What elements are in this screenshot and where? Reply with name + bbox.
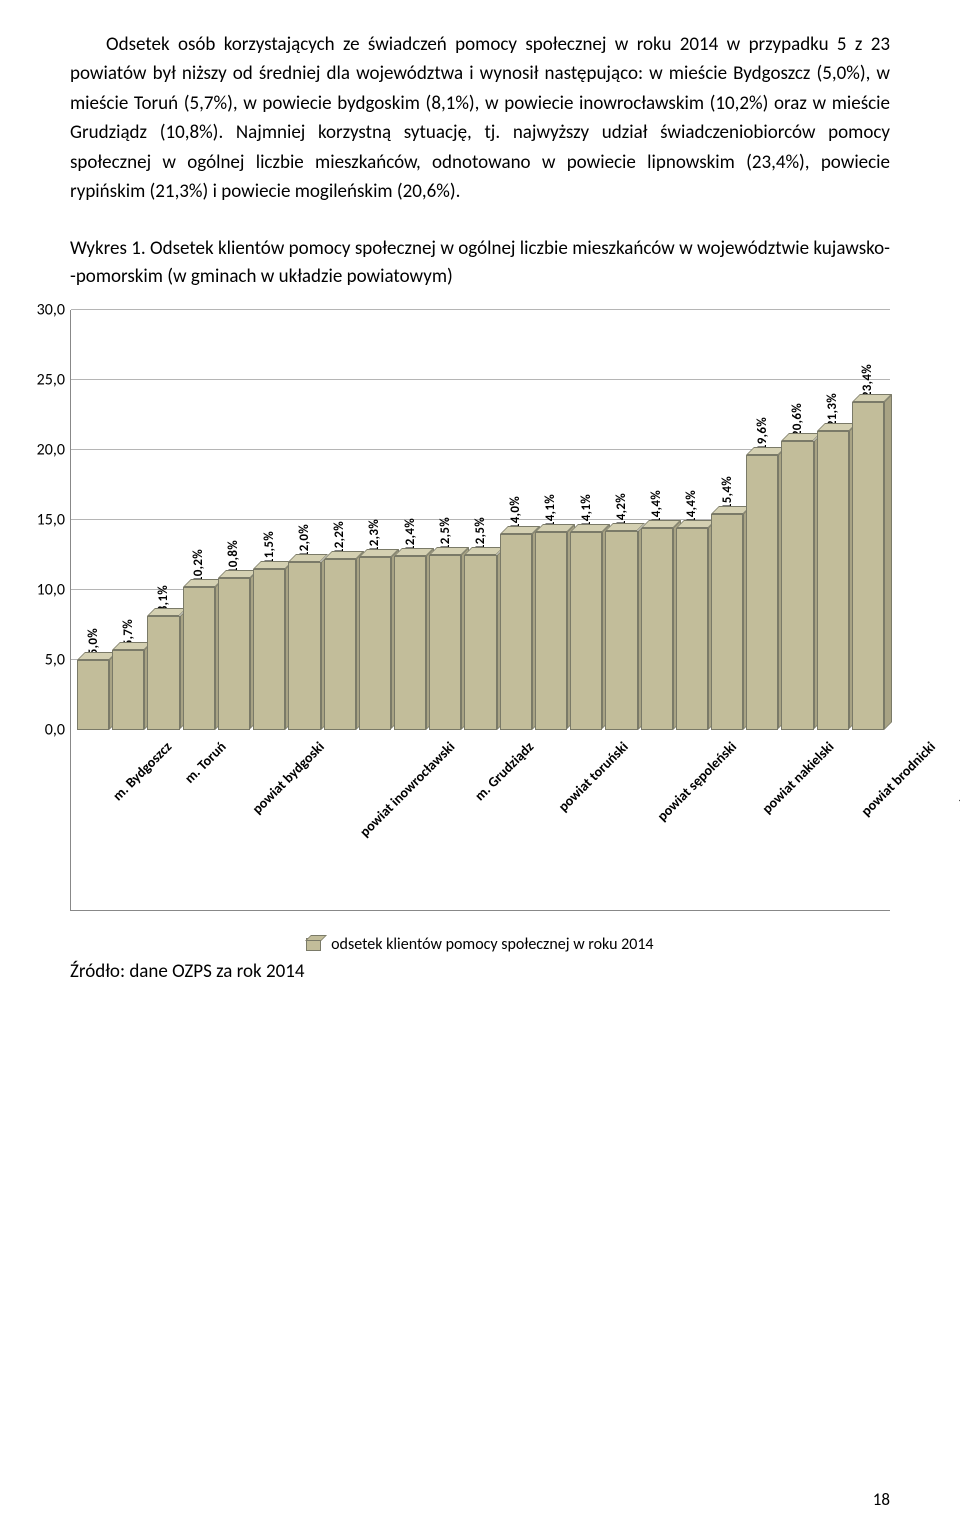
bar: 8,1%	[147, 585, 179, 730]
legend-text: odsetek klientów pomocy społecznej w rok…	[331, 935, 653, 954]
bar-value-label: 14,0%	[508, 496, 523, 530]
x-tick-label: m. Grudziądz	[471, 738, 537, 804]
x-axis-labels: m. Bydgoszczm. Toruńpowiat bydgoskipowia…	[71, 734, 890, 751]
bar-value-label: 23,4%	[860, 364, 875, 398]
bar-chart: 0,05,010,015,020,025,030,0 5,0%5,7%8,1%1…	[70, 310, 890, 911]
chart-legend: odsetek klientów pomocy społecznej w rok…	[70, 935, 890, 954]
x-tick-label: powiat inowrocławski	[356, 738, 458, 840]
chart-caption: Wykres 1. Odsetek klientów pomocy społec…	[70, 235, 890, 292]
bar: 5,7%	[112, 619, 144, 730]
bar: 19,6%	[746, 417, 778, 730]
bar-value-label: 12,5%	[438, 517, 453, 551]
bar: 10,2%	[183, 549, 215, 730]
page-number: 18	[873, 1489, 890, 1510]
bar: 14,0%	[500, 496, 532, 730]
bar: 14,1%	[535, 494, 567, 730]
x-tick-label: m. Bydgoszcz	[109, 738, 175, 804]
x-tick-label: powiat sępoleński	[654, 738, 740, 824]
bar: 15,4%	[711, 476, 743, 730]
bar-value-label: 12,5%	[473, 517, 488, 551]
bar: 14,2%	[605, 493, 637, 730]
bar: 12,3%	[359, 519, 391, 729]
bar-value-label: 11,5%	[262, 531, 277, 565]
x-tick-label: powiat nakielski	[759, 738, 838, 817]
x-tick-label: powiat brodnicki	[857, 738, 938, 819]
bar: 12,2%	[324, 521, 356, 730]
bar: 10,8%	[218, 540, 250, 729]
bar-value-label: 10,2%	[191, 549, 206, 583]
y-tick: 0,0	[45, 720, 65, 739]
bar: 12,4%	[394, 518, 426, 730]
bar-value-label: 12,4%	[403, 518, 418, 552]
legend-swatch	[306, 938, 321, 951]
x-tick-label: m. Włocławek	[954, 738, 960, 808]
body-paragraph: Odsetek osób korzystających ze świadczeń…	[70, 30, 890, 207]
y-tick: 25,0	[37, 370, 65, 389]
y-tick: 5,0	[45, 650, 65, 669]
bar-value-label: 12,0%	[297, 524, 312, 558]
bar-value-label: 15,4%	[720, 476, 735, 510]
bar: 11,5%	[253, 531, 285, 730]
bar: 21,3%	[817, 393, 849, 729]
bar-value-label: 14,2%	[614, 493, 629, 527]
y-tick: 30,0	[37, 300, 65, 319]
y-tick: 15,0	[37, 510, 65, 529]
bar-value-label: 12,2%	[332, 521, 347, 555]
bar-value-label: 14,4%	[649, 490, 664, 524]
x-tick-label: m. Toruń	[181, 738, 229, 786]
bar: 5,0%	[77, 628, 109, 729]
y-tick: 20,0	[37, 440, 65, 459]
bar-value-label: 14,4%	[684, 490, 699, 524]
x-tick-label: powiat toruński	[555, 738, 632, 815]
x-tick-label: powiat bydgoski	[248, 738, 327, 817]
y-axis: 0,05,010,015,020,025,030,0	[23, 310, 71, 730]
y-tick: 10,0	[37, 580, 65, 599]
bar: 20,6%	[781, 403, 813, 730]
bar: 12,0%	[288, 524, 320, 730]
bar: 14,4%	[641, 490, 673, 730]
bar: 14,1%	[570, 494, 602, 730]
bar: 12,5%	[464, 517, 496, 730]
bar: 14,4%	[676, 490, 708, 730]
bar: 12,5%	[429, 517, 461, 730]
chart-source: Źródło: dane OZPS za rok 2014	[70, 960, 890, 983]
bar: 23,4%	[852, 364, 884, 730]
